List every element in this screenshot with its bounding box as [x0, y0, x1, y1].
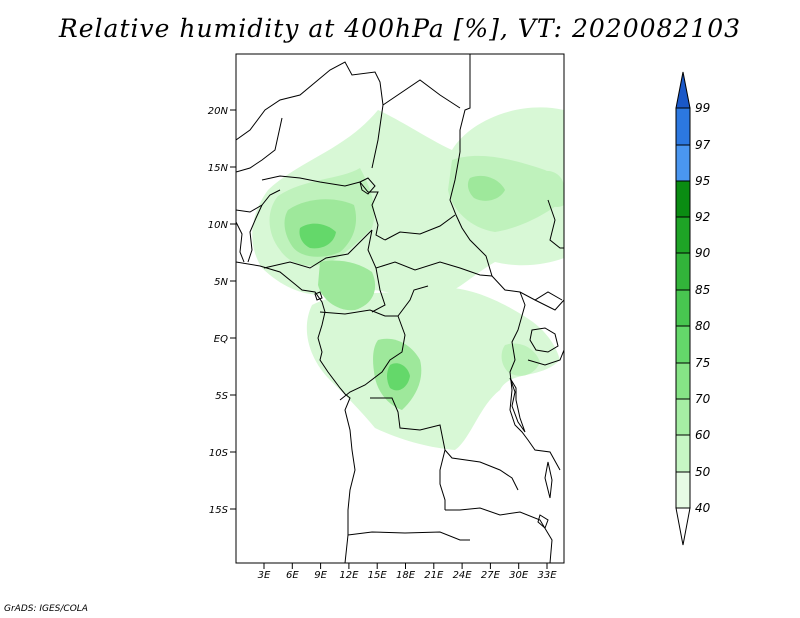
colorbar-band: [675, 434, 691, 473]
colorbar-band: [675, 144, 691, 182]
colorbar-label: 92: [695, 210, 710, 224]
boundary-libya-egypt: [459, 54, 471, 152]
boundary-cameroon-east: [367, 229, 386, 313]
colorbar-label: 90: [695, 246, 711, 260]
colorbar-band: [675, 471, 691, 509]
boundary-ghana: [236, 221, 245, 263]
lake-tanganyika: [509, 377, 526, 433]
longitude-axis: 3E 6E 9E 12E 15E 18E 21E 24E 27E 30E 33E: [258, 563, 557, 581]
colorbar-label: 60: [695, 428, 711, 442]
boundary-nigeria-cameroon: [263, 229, 373, 269]
colorbar: 99 97 95 92 90 85 80 75 70 60 50 40: [675, 71, 711, 546]
boundary-chad-lake: [359, 181, 386, 241]
colorbar-label: 50: [695, 465, 711, 479]
boundary-drc-east: [509, 291, 561, 471]
colorbar-band: [675, 325, 691, 364]
lon-tick-label: 9E: [314, 570, 327, 581]
lat-tick-label: 20N: [208, 106, 229, 117]
boundary-zambia-east: [445, 507, 553, 563]
lon-tick-label: 12E: [339, 570, 359, 581]
colorbar-arrow-top: [675, 71, 691, 109]
lon-tick-label: 3E: [258, 570, 271, 581]
lon-tick-label: 27E: [481, 570, 501, 581]
island-bioko: [314, 291, 323, 301]
lat-tick-label: EQ: [214, 334, 228, 345]
boundary-niger-nigeria: [261, 175, 361, 187]
grads-credit: GrADS: IGES/COLA: [4, 604, 88, 614]
colorbar-label: 40: [695, 501, 711, 515]
boundary-uganda-kenya: [534, 299, 564, 311]
chart-title: Relative humidity at 400hPa [%], VT: 202…: [58, 14, 742, 43]
coastlines: [236, 177, 559, 563]
boundary-sahara-east: [382, 79, 461, 109]
colorbar-label: 80: [695, 319, 711, 333]
boundary-angola-namibia: [347, 531, 470, 541]
boundary-benin-togo: [247, 204, 263, 263]
boundary-car-south: [375, 261, 563, 301]
lon-tick-label: 18E: [396, 570, 416, 581]
boundary-angola-zambia: [439, 449, 446, 510]
colorbar-band: [675, 107, 691, 146]
humidity-region-south: [306, 287, 560, 450]
boundary-mali-niger: [236, 117, 283, 173]
colorbar-arrow-bottom: [675, 507, 691, 546]
country-boundaries: [236, 54, 564, 563]
colorbar-label: 95: [695, 174, 710, 188]
boundary-congo-drc: [339, 315, 406, 401]
boundary-car: [384, 214, 456, 241]
humidity-shading: [252, 107, 564, 450]
colorbar-label: 70: [695, 392, 711, 406]
lat-tick-label: 15N: [208, 163, 229, 174]
humidity-region-lakes: [501, 343, 540, 376]
map-frame: [235, 53, 565, 564]
colorbar-band: [675, 216, 691, 254]
lake-malawi: [544, 461, 553, 499]
lake-chad: [359, 177, 376, 195]
humidity-region-core: [299, 223, 336, 249]
lon-tick-label: 24E: [453, 570, 473, 581]
humidity-region-east: [537, 170, 564, 207]
lat-tick-label: 5S: [215, 391, 228, 402]
colorbar-band: [675, 180, 691, 218]
lat-tick-label: 15S: [209, 505, 229, 516]
colorbar-label: 75: [695, 356, 710, 370]
colorbar-band: [675, 289, 691, 327]
lake-victoria: [529, 327, 559, 353]
lat-tick-label: 10N: [208, 220, 229, 231]
lat-tick-label: 10S: [209, 448, 229, 459]
humidity-region-sudan-core: [467, 175, 505, 201]
colorbar-band: [675, 362, 691, 400]
boundary-sudan-ethiopia: [547, 199, 564, 249]
colorbar-label: 99: [695, 101, 710, 115]
boundary-chad-sudan: [449, 151, 493, 277]
lake-rukwa: [537, 514, 549, 529]
boundary-tanzania: [527, 349, 564, 366]
lon-tick-label: 15E: [368, 570, 388, 581]
lon-tick-label: 21E: [424, 570, 444, 581]
humidity-region-cameroon: [318, 260, 376, 311]
humidity-region-sudan: [448, 155, 564, 232]
lon-tick-label: 6E: [286, 570, 299, 581]
boundary-gabon-congo: [319, 285, 429, 317]
colorbar-label: 85: [695, 283, 710, 297]
coastline-gulf-of-guinea: [236, 261, 356, 563]
lon-tick-label: 30E: [509, 570, 529, 581]
colorbar-band: [675, 398, 691, 436]
boundary-angola-drc: [370, 397, 519, 491]
lat-tick-label: 5N: [214, 277, 228, 288]
lon-tick-label: 33E: [537, 570, 557, 581]
colorbar-label: 97: [695, 138, 711, 152]
colorbar-band: [675, 252, 691, 291]
humidity-region-congo-core: [387, 363, 410, 391]
latitude-axis: 20N 15N 10N 5N EQ 5S 10S 15S: [208, 106, 236, 516]
